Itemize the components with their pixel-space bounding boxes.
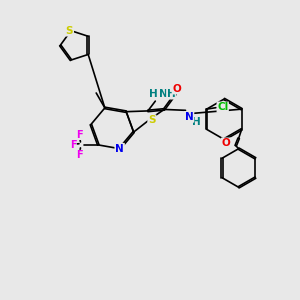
Text: F: F [76, 130, 82, 140]
Text: H: H [149, 89, 158, 99]
Text: S: S [66, 26, 73, 36]
Text: F: F [70, 140, 76, 150]
Text: Cl: Cl [217, 102, 228, 112]
Text: H: H [167, 89, 176, 99]
Text: H: H [191, 117, 200, 127]
Text: N: N [185, 112, 194, 122]
Text: O: O [222, 138, 231, 148]
Text: F: F [76, 150, 82, 160]
Text: N: N [159, 89, 168, 99]
Text: N: N [115, 144, 124, 154]
Text: O: O [172, 84, 181, 94]
Text: S: S [148, 115, 156, 125]
